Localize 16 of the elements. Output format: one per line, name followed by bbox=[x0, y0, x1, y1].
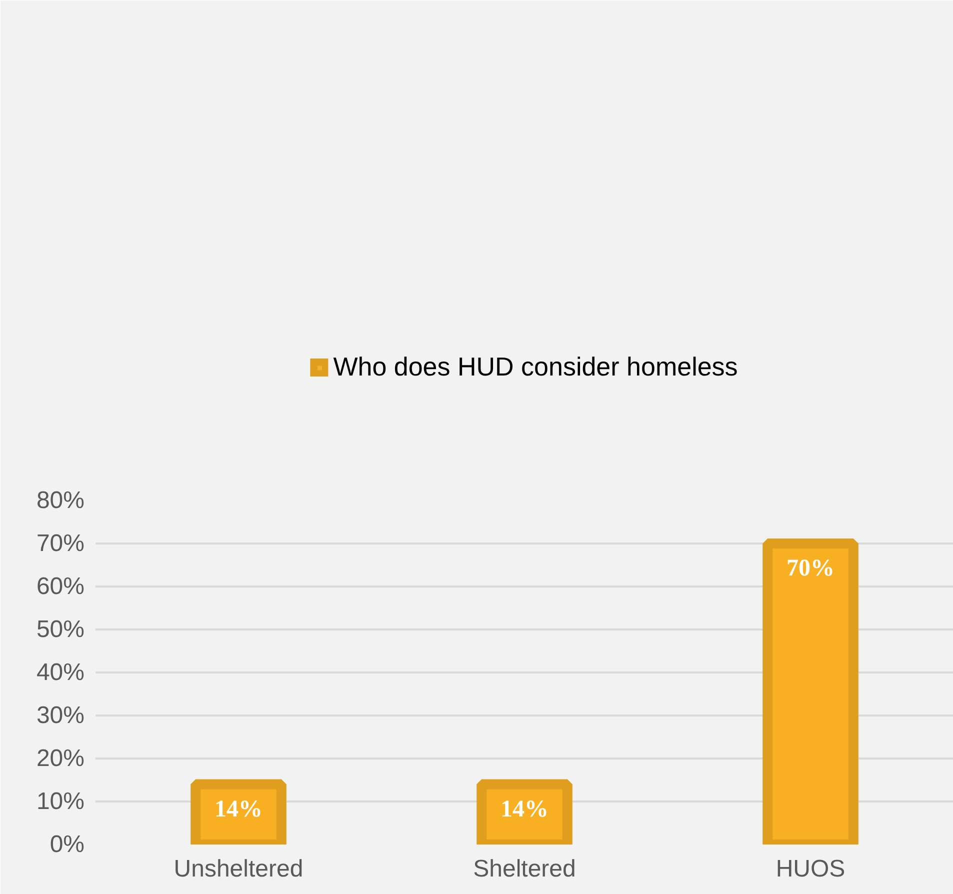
y-tick-label: 10% bbox=[36, 788, 85, 815]
y-tick-label: 80% bbox=[36, 487, 85, 514]
data-label: 70% bbox=[786, 556, 834, 582]
x-tick-label: HUOS bbox=[776, 856, 846, 882]
y-tick-label: 70% bbox=[36, 530, 85, 557]
y-tick-label: 0% bbox=[50, 831, 84, 858]
y-tick-label: 50% bbox=[36, 616, 85, 643]
y-tick-label: 40% bbox=[36, 659, 85, 686]
data-label: 14% bbox=[214, 796, 262, 822]
data-label: 14% bbox=[500, 796, 548, 822]
x-tick-label: Unsheltered bbox=[174, 856, 304, 882]
legend-label: Who does HUD consider homeless bbox=[333, 352, 738, 383]
y-tick-label: 30% bbox=[36, 702, 85, 729]
x-tick-label: Sheltered bbox=[473, 856, 576, 882]
y-tick-label: 60% bbox=[36, 573, 85, 600]
y-tick-label: 20% bbox=[36, 745, 85, 772]
